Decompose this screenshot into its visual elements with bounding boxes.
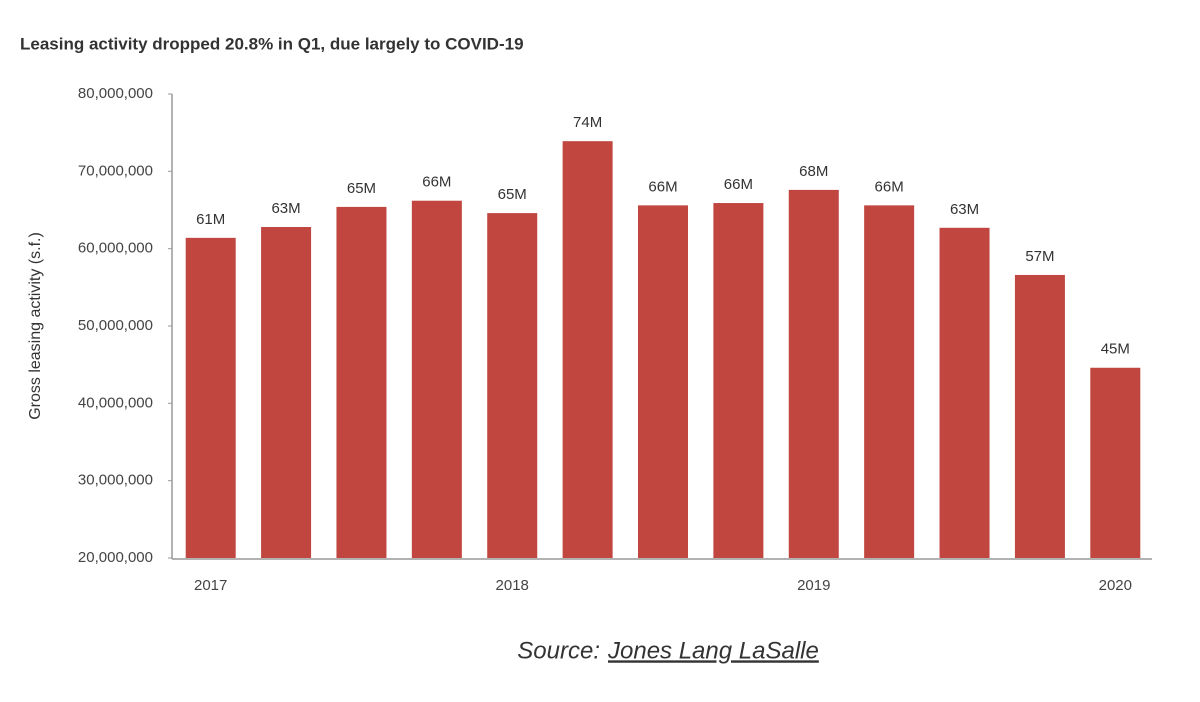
bar [939,227,990,558]
x-tick-label: 2017 [194,577,227,594]
value-label: 63M [950,201,979,218]
y-axis-label: Gross leasing activity (s.f.) [27,232,44,420]
y-tick-label: 50,000,000 [78,317,153,334]
value-label: 61M [196,211,225,228]
y-tick-label: 20,000,000 [78,549,153,566]
y-tick-label: 40,000,000 [78,394,153,411]
source-prefix: Source: [517,637,600,664]
bar [562,141,613,558]
value-label: 63M [271,200,300,217]
x-tick-label: 2018 [496,577,529,594]
value-label: 68M [799,163,828,180]
chart-title: Leasing activity dropped 20.8% in Q1, du… [20,34,524,53]
y-tick-label: 80,000,000 [78,85,153,102]
value-label: 65M [498,186,527,203]
y-tick-label: 70,000,000 [78,162,153,179]
y-tick-label: 30,000,000 [78,472,153,489]
source-link[interactable]: Jones Lang LaSalle [607,637,819,664]
value-label: 66M [648,178,677,195]
value-label: 74M [573,114,602,131]
bar [864,205,915,559]
value-label: 65M [347,180,376,197]
bar [185,237,236,558]
value-label: 45M [1101,341,1130,358]
value-label: 66M [724,176,753,193]
y-tick-label: 60,000,000 [78,240,153,257]
x-tick-label: 2020 [1099,577,1132,594]
bar [638,205,688,559]
x-tick-label: 2019 [797,577,830,594]
value-label: 57M [1025,248,1054,265]
bar [411,200,462,558]
bar [713,203,764,559]
bar [336,206,387,558]
bar [1014,274,1065,558]
bar [487,213,538,559]
bar [261,227,312,558]
bar [788,189,839,559]
value-label: 66M [422,174,451,191]
bar [1090,367,1141,558]
value-label: 66M [875,178,904,195]
